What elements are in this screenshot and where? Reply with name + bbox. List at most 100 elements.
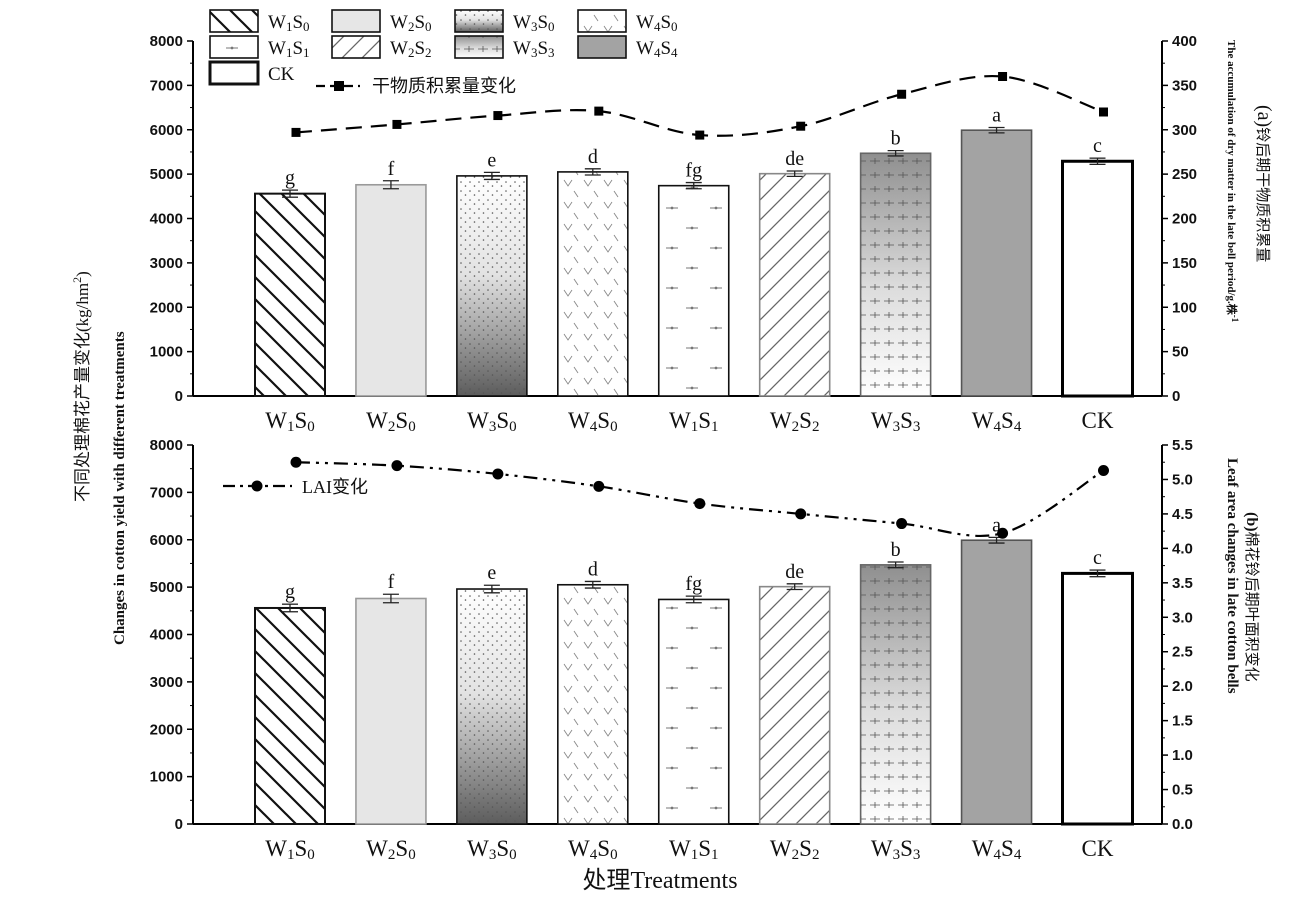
line-point-W4S4 <box>998 72 1008 81</box>
line-point-W2S2 <box>795 508 807 520</box>
legend-swatch-white <box>210 62 258 84</box>
legend-swatch-outline <box>331 35 381 59</box>
category-label-W2S2: W2S2 <box>770 836 820 863</box>
left-axis-title-en: Changes in cotton yield with different t… <box>112 331 128 645</box>
legend-label: W1S1 <box>268 38 310 60</box>
right-tick-label: 0.0 <box>1172 816 1193 833</box>
category-label-W4S4: W4S4 <box>972 408 1022 435</box>
line-point-W3S0 <box>492 468 504 480</box>
right-tick-label: 4.5 <box>1172 506 1193 523</box>
line-point-W4S4 <box>997 527 1009 539</box>
bar-CK <box>1062 161 1133 396</box>
significance-letter-CK: c <box>1093 135 1102 157</box>
line-point-CK <box>1098 464 1109 476</box>
bar-W1S1-pattern <box>658 185 729 396</box>
significance-letter-W2S2: de <box>785 148 804 170</box>
line-point-W1S0 <box>290 456 302 468</box>
line-point-W3S3 <box>896 518 908 530</box>
bar-W4S0-pattern <box>557 171 628 396</box>
right-tick-label: 5.5 <box>1172 437 1193 454</box>
category-label-W4S0: W4S0 <box>568 408 618 435</box>
right-tick-label: 2.0 <box>1172 678 1193 695</box>
left-tick-label: 2000 <box>150 299 183 316</box>
category-label-W2S2: W2S2 <box>770 408 820 435</box>
significance-letter-W2S0: f <box>388 571 395 593</box>
right-tick-label: 3.0 <box>1172 609 1193 626</box>
legend: W1S0 W2S0 W3S0 W4S0 W1S1 W2S2 W3S3 W4S4 CK 干物质积累量… <box>208 9 678 497</box>
left-tick-label: 5000 <box>150 166 183 183</box>
legend-swatch-light-gray <box>332 10 380 32</box>
legend-swatch-outline <box>577 9 627 33</box>
line-point-W1S1 <box>695 130 705 140</box>
right-tick-label: 400 <box>1172 33 1197 50</box>
category-label-CK: CK <box>1082 836 1114 861</box>
left-tick-label: 0 <box>175 816 183 833</box>
line-point-W1S1 <box>694 498 706 510</box>
category-label-W1S1: W1S1 <box>669 408 719 435</box>
legend-swatch-outline <box>331 9 381 33</box>
right-tick-label: 200 <box>1172 211 1197 228</box>
left-tick-label: 3000 <box>150 674 183 691</box>
left-tick-label: 6000 <box>150 122 183 139</box>
significance-letter-CK: c <box>1093 547 1102 569</box>
line-point-W2S2 <box>796 121 806 131</box>
legend-label: W4S4 <box>636 38 678 60</box>
right-axis-title-en-a: The accumulation of dry matter in the la… <box>1225 40 1240 323</box>
legend-label: W4S0 <box>636 12 678 34</box>
right-tick-label: 5.0 <box>1172 471 1193 488</box>
bar-W2S2-pattern <box>759 586 830 824</box>
bar-CK <box>1062 573 1133 824</box>
legend-label: W3S0 <box>513 12 555 34</box>
legend-label: W2S0 <box>390 12 432 34</box>
legend-swatch-hatch-forward <box>332 36 380 58</box>
right-tick-label: 1.5 <box>1172 713 1193 730</box>
right-axis-title-cn-a: (a)铃后期干物质积累量 <box>1253 105 1275 262</box>
left-tick-label: 2000 <box>150 721 183 738</box>
category-label-CK: CK <box>1082 408 1114 433</box>
significance-letter-W2S0: f <box>388 158 395 180</box>
category-label-W3S0: W3S0 <box>467 408 517 435</box>
bar-W2S0 <box>355 184 426 396</box>
right-tick-label: 250 <box>1172 166 1197 183</box>
bar-W4S4 <box>961 130 1032 396</box>
left-tick-label: 7000 <box>150 77 183 94</box>
line-series-lai <box>295 461 1105 537</box>
right-tick-label: 2.5 <box>1172 644 1193 661</box>
legend-label: W2S2 <box>390 38 432 60</box>
legend-marker-square <box>334 81 344 91</box>
legend-swatch-outline <box>454 9 504 33</box>
left-tick-label: 8000 <box>150 437 183 454</box>
right-axis-title-en-b: Leaf area changes in late cotton bells <box>1224 458 1240 694</box>
legend-swatch-outline <box>209 35 259 59</box>
legend-label: W1S0 <box>268 12 310 34</box>
significance-letter-W3S3: b <box>891 128 901 150</box>
category-label-W3S3: W3S3 <box>871 836 921 863</box>
left-axis-title-cn: 不同处理棉花产量变化(kg/hm2) <box>70 271 92 502</box>
legend-swatch-outline <box>209 9 259 33</box>
significance-letter-W2S2: de <box>785 561 804 583</box>
category-label-W3S0: W3S0 <box>467 836 517 863</box>
bar-W3S0-pattern <box>456 175 527 396</box>
legend-swatch-solid-gray <box>578 36 626 58</box>
right-tick-label: 0 <box>1172 388 1180 405</box>
right-tick-label: 0.5 <box>1172 782 1193 799</box>
significance-letter-W4S4: a <box>992 514 1001 536</box>
legend-label: CK <box>268 64 295 85</box>
bar-W1S0-pattern <box>255 607 325 824</box>
category-label-W2S0: W2S0 <box>366 408 416 435</box>
bar-W3S3-pattern <box>860 564 931 824</box>
category-label-W1S1: W1S1 <box>669 836 719 863</box>
legend-swatch-dash-dots <box>210 36 258 58</box>
bar-W2S0 <box>355 598 426 824</box>
right-tick-label: 100 <box>1172 299 1197 316</box>
x-axis-title: 处理Treatments <box>582 867 737 894</box>
panel-a: 0 1000 2000 3000 4000 5000 6000 7000 8000 0 50 100 1… <box>150 33 1275 435</box>
left-tick-label: 7000 <box>150 484 183 501</box>
legend-swatch-chevrons <box>578 10 626 32</box>
bar-W3S0-pattern <box>456 589 527 824</box>
legend-label-dry-matter: 干物质积累量变化 <box>372 76 516 96</box>
significance-letter-W3S3: b <box>891 539 901 561</box>
line-point-W4S0 <box>593 480 605 492</box>
chart-layer: 0100020003000400050006000700080000501001… <box>70 9 1275 894</box>
significance-letter-W4S0: d <box>588 146 598 168</box>
